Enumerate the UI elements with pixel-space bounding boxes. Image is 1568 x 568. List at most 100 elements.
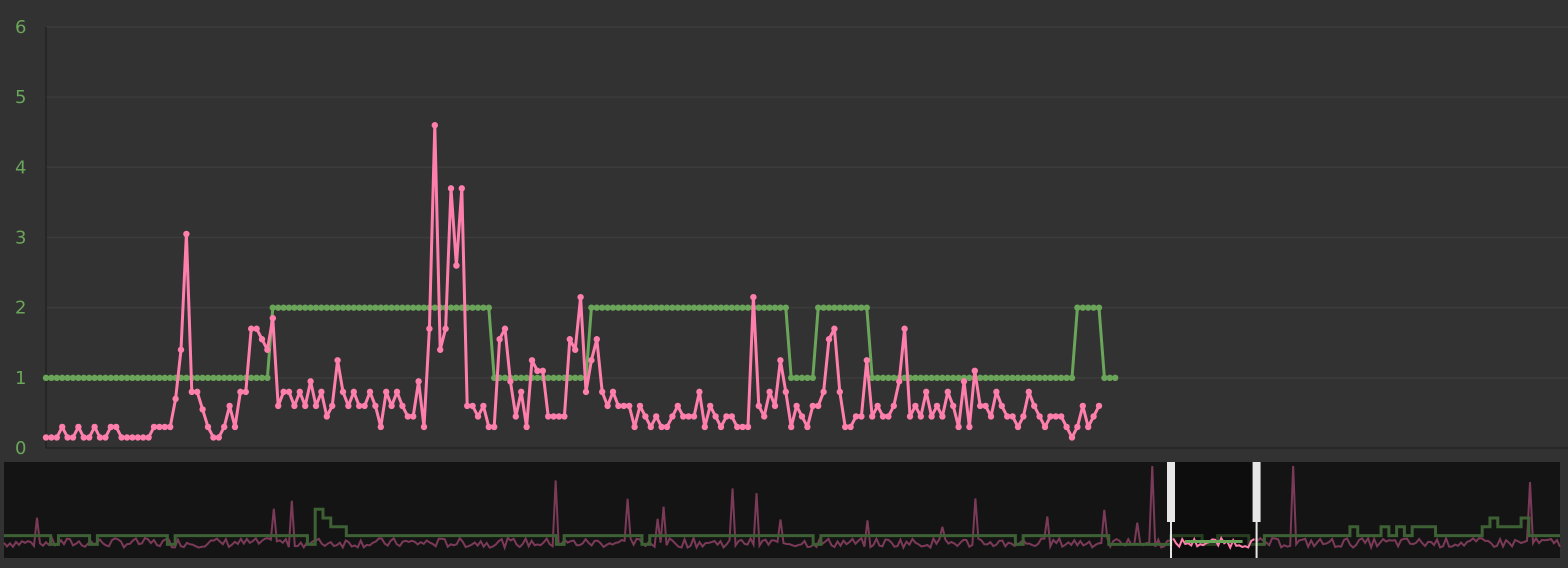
data-point-1 [291,304,298,311]
data-point-0 [960,378,968,385]
data-point-1 [933,374,941,382]
data-point-0 [1074,423,1081,431]
overview-series-1 [4,507,1560,546]
data-point-0 [107,423,115,431]
data-point-0 [199,406,206,413]
data-point-1 [329,304,336,311]
data-point-0 [393,388,401,396]
data-point-0 [577,293,584,301]
data-point-1 [717,304,725,311]
data-point-1 [210,374,217,382]
data-point-0 [296,388,303,396]
data-point-0 [896,378,903,385]
data-point-1 [372,304,379,311]
data-point-0 [496,336,503,343]
data-point-0 [555,413,563,420]
data-point-0 [339,388,347,396]
data-point-0 [1014,423,1022,431]
data-point-0 [690,413,698,420]
data-point-1 [215,374,222,382]
data-point-1 [410,304,417,311]
data-point-0 [1063,423,1070,431]
data-point-1 [1101,374,1108,382]
data-point-0 [167,423,174,431]
data-point-1 [150,374,158,382]
data-point-0 [285,388,293,396]
grid-lines [46,26,1568,449]
data-point-1 [269,304,276,311]
data-point-1 [469,304,476,311]
data-point-0 [312,402,320,410]
data-point-0 [836,388,843,396]
data-point-0 [458,185,465,192]
data-point-1 [1063,374,1070,382]
data-point-0 [1047,413,1054,420]
data-point-0 [150,423,158,431]
data-point-0 [815,402,822,410]
data-point-0 [350,388,357,396]
data-point-1 [599,304,606,311]
data-point-1 [912,374,919,382]
data-point-0 [275,402,282,410]
series-layer [42,122,1119,441]
data-point-1 [258,374,266,382]
data-point-1 [1074,304,1081,311]
data-point-0 [118,434,125,441]
data-point-1 [572,374,579,382]
data-point-0 [1020,413,1027,420]
data-point-0 [545,413,552,420]
data-point-0 [194,388,201,396]
data-point-0 [566,336,573,343]
data-point-1 [453,304,460,311]
data-point-1 [642,304,649,311]
data-point-0 [663,423,671,431]
data-point-0 [534,367,541,375]
data-point-1 [431,304,438,311]
data-point-1 [782,304,789,311]
data-point-0 [113,423,120,431]
data-point-0 [977,402,984,410]
data-point-0 [1085,423,1092,431]
data-point-0 [264,346,271,353]
data-point-0 [863,357,870,364]
data-point-1 [42,374,50,382]
data-point-1 [237,374,244,382]
data-point-1 [167,374,174,382]
data-point-1 [501,374,509,382]
data-point-1 [404,304,411,311]
data-point-1 [653,304,660,311]
data-point-1 [134,374,141,382]
data-point-0 [426,325,433,332]
data-point-0 [653,413,660,420]
data-point-0 [874,402,881,410]
data-point-1 [685,304,692,311]
data-point-0 [345,402,352,410]
overview-navigator[interactable] [3,462,1561,558]
data-point-1 [53,374,60,382]
data-point-1 [113,374,120,382]
data-point-0 [717,423,725,431]
data-point-0 [1025,388,1033,396]
data-point-1 [917,374,924,382]
data-point-0 [248,325,255,332]
data-point-0 [231,423,239,431]
data-point-0 [485,423,492,431]
overview-selection-window[interactable] [1171,462,1257,558]
data-point-0 [744,423,752,431]
data-point-1 [701,304,708,311]
data-point-1 [102,374,109,382]
data-point-0 [572,346,579,353]
data-point-1 [761,304,768,311]
data-point-0 [453,262,460,269]
data-point-1 [955,374,962,382]
data-point-0 [728,413,735,420]
data-point-1 [728,304,735,311]
data-point-0 [879,413,887,420]
data-point-1 [399,304,406,311]
data-point-1 [545,374,552,382]
data-point-0 [323,413,330,420]
data-point-1 [226,374,233,382]
data-point-1 [280,304,287,311]
data-point-1 [869,374,876,382]
data-point-0 [777,357,784,364]
